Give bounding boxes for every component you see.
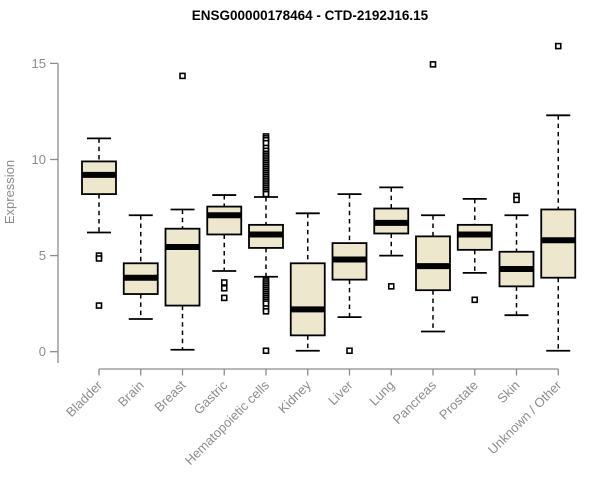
boxplot-kidney <box>289 212 326 352</box>
y-tick-label: 15 <box>32 56 46 71</box>
outlier-point <box>513 196 520 204</box>
outlier-point <box>262 190 270 198</box>
x-tick-label: Bladder <box>63 377 106 420</box>
box <box>540 208 577 279</box>
outlier-point <box>95 302 103 309</box>
outlier-point <box>471 296 479 304</box>
boxplot-gastric <box>206 194 243 302</box>
y-tick-label: 10 <box>32 152 46 167</box>
box <box>164 227 201 307</box>
outlier-point <box>220 294 228 302</box>
outlier-point <box>554 42 562 50</box>
y-axis-label: Expression <box>2 160 17 224</box>
x-tick-label: Gastric <box>191 377 231 417</box>
x-tick-label: Pancreas <box>390 377 440 427</box>
x-tick-label: Skin <box>494 378 522 406</box>
outlier-point <box>179 72 186 80</box>
outlier-point <box>220 279 228 286</box>
outlier-point <box>262 308 270 315</box>
boxplot-brain <box>122 214 159 320</box>
box <box>289 262 326 337</box>
outlier-point <box>95 255 103 262</box>
boxplot-prostate <box>456 198 493 304</box>
y-tick-label: 0 <box>39 344 46 359</box>
outlier-point <box>346 347 353 355</box>
outlier-point <box>220 284 228 292</box>
x-tick-label: Kidney <box>275 377 314 416</box>
outlier-point <box>429 61 437 68</box>
boxplot-unknown-other <box>540 42 577 352</box>
boxplot-skin <box>498 192 535 317</box>
boxplot-breast <box>164 72 201 351</box>
x-tick-label: Unknown / Other <box>485 377 565 457</box>
outlier-point <box>262 347 270 355</box>
box <box>206 205 243 236</box>
outlier-point <box>387 283 395 290</box>
x-tick-label: Prostate <box>436 378 481 423</box>
x-tick-label: Brain <box>115 378 147 410</box>
x-tick-label: Liver <box>325 377 356 408</box>
boxplot-hematopoietic-cells <box>248 133 284 355</box>
x-tick-label: Breast <box>151 377 188 414</box>
boxplot-bladder <box>81 137 117 309</box>
boxplot-pancreas <box>415 61 451 333</box>
boxplot-liver <box>331 193 368 355</box>
boxplot-lung <box>373 186 410 290</box>
y-tick-label: 5 <box>39 248 46 263</box>
x-tick-label: Lung <box>366 378 397 409</box>
chart-title: ENSG00000178464 - CTD-2192J16.15 <box>191 8 429 23</box>
